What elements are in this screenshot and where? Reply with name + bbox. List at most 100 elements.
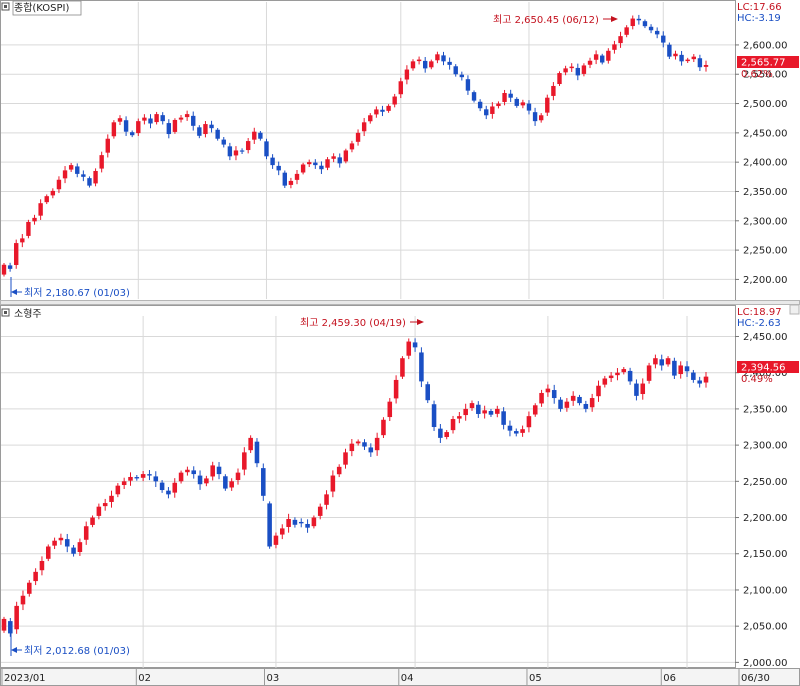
kospi-candle-body [618,36,623,44]
kospi-candle-body [410,61,416,69]
kospi-candle-body [496,103,501,107]
smallcap-candle-body [564,401,570,408]
smallcap-candle-body [570,395,576,401]
smallcap-y-tick-label: 2,050.00 [743,622,788,633]
kospi-candle-body [490,106,495,114]
smallcap-y-tick-label: 2,150.00 [743,549,788,560]
kospi-candle-body [184,114,190,118]
kospi-panel-title: 종합(KOSPI) [14,2,70,14]
kospi-candle-body [642,21,648,27]
kospi-candle-body [685,59,690,62]
smallcap-candle-body [134,477,140,479]
smallcap-candle-body [254,441,260,464]
kospi-candle-body [136,121,141,134]
smallcap-lc-label: LC:18.97 [737,307,782,318]
smallcap-candle-body [482,410,487,414]
smallcap-y-axis: 2,000.00 2,050.00 2,100.00 2,150.00 2,200.00… [735,332,788,669]
kospi-candle-body [392,96,397,105]
kospi-candle-body [276,165,281,171]
smallcap-candle-body [431,404,437,428]
smallcap-candle-body [311,517,317,527]
smallcap-candle-body [526,416,532,428]
kospi-y-tick-label: 2,600.00 [743,40,788,51]
kospi-panel-menu-icon-dot [4,5,7,8]
kospi-high-annotation: 최고 2,650.45 (06/12) [493,14,599,26]
smallcap-candle-body [551,390,557,399]
smallcap-candle-body [659,359,665,366]
smallcap-candle-body [159,482,165,491]
smallcap-candle-body [513,431,519,434]
kospi-candle-body [349,143,355,150]
smallcap-change-pct: 0.49% [741,374,773,385]
smallcap-candle-body [20,595,26,605]
smallcap-candle-body [216,466,222,475]
smallcap-candle-body [153,476,159,482]
kospi-gridlines [1,2,735,299]
kospi-candle-body [545,97,550,113]
kospi-candle-body [398,81,403,95]
kospi-candle-body [44,196,49,203]
kospi-candle-body [551,85,556,96]
kospi-candle-body [99,155,104,169]
smallcap-last-value-tag [737,361,799,373]
kospi-candle-body [282,172,287,186]
smallcap-candle-body [273,535,279,545]
smallcap-candle-body [608,375,614,379]
smallcap-candle-body [589,398,595,408]
kospi-candle-body [172,119,178,132]
smallcap-candle-body [368,447,374,453]
smallcap-candle-body [419,352,424,382]
kospi-candle-body [416,59,422,62]
smallcap-y-tick-label: 2,300.00 [743,441,788,452]
kospi-candle-body [636,18,642,21]
x-axis-tick-label: 03 [266,673,279,684]
kospi-title-box[interactable] [12,0,82,16]
kospi-candle-body [331,156,336,159]
scroll-up-button[interactable] [789,304,800,315]
kospi-candle-body [62,170,68,179]
kospi-candle-body [300,164,306,173]
smallcap-candle-body [438,428,443,438]
smallcap-candle-body [305,523,310,528]
smallcap-candle-body [450,419,456,431]
kospi-candle-body [20,238,25,243]
kospi-candle-body [661,35,666,43]
smallcap-candle-body [58,537,64,541]
kospi-high-arrow-icon [603,16,618,22]
smallcap-candle-body [583,403,589,409]
smallcap-candle-body [248,437,253,451]
smallcap-candle-body [539,392,544,404]
smallcap-candle-body [96,506,102,516]
kospi-candle-body [673,53,678,57]
kospi-candle-body [514,98,519,106]
kospi-y-tick-label: 2,500.00 [743,99,788,110]
kospi-candle-body [484,109,489,116]
kospi-candle-body [471,92,477,101]
smallcap-candle-body [615,372,620,376]
kospi-candle-body [502,93,507,102]
smallcap-candle-body [400,358,405,377]
kospi-y-tick-label: 2,250.00 [743,246,788,257]
smallcap-candle-body [532,405,538,415]
kospi-candle-body [569,66,574,69]
smallcap-candle-body [121,481,127,486]
kospi-candle-body [313,162,318,166]
smallcap-candle-body [457,416,462,419]
kospi-candle-body [654,30,660,35]
smallcap-candle-body [77,542,83,553]
smallcap-candle-body [261,468,266,496]
kospi-candle-body [325,159,330,168]
kospi-change-pct: 0.62% [741,69,773,80]
kospi-candle-body [191,115,196,126]
kospi-y-axis: 2,200.00 2,250.00 2,300.00 2,350.00 2,400.00… [735,40,788,286]
smallcap-candle-body [412,342,418,348]
kospi-candle-body [233,150,239,156]
smallcap-candle-body [634,383,639,396]
kospi-candle-body [142,117,147,121]
smallcap-candle-body [596,385,601,397]
kospi-candle-body [368,115,373,122]
x-axis-tick-label: 02 [138,673,151,684]
panel-divider[interactable] [0,300,800,305]
kospi-candle-body [386,105,391,111]
smallcap-candle-body [558,399,563,409]
